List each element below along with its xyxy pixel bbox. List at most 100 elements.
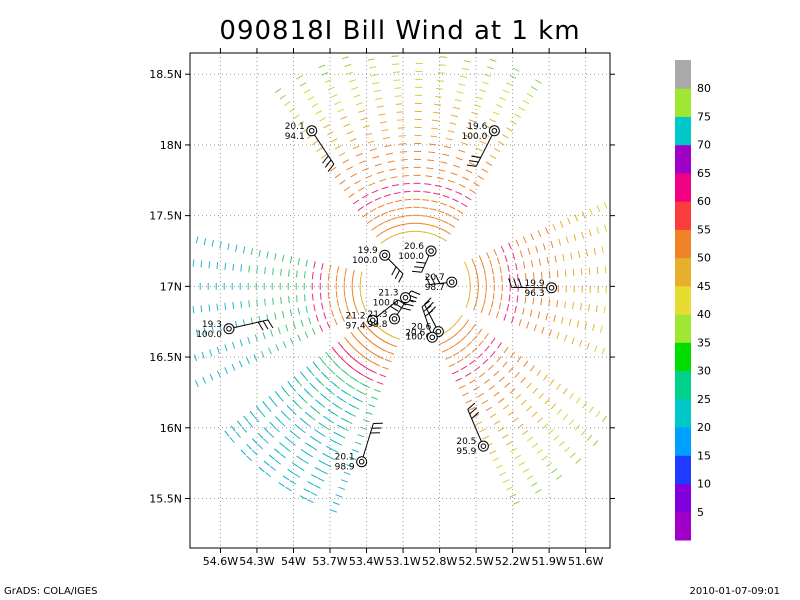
colorbar-label: 10 <box>697 478 711 491</box>
wind-vector <box>462 392 469 397</box>
wind-vector <box>392 184 400 187</box>
wind-vector <box>519 250 523 258</box>
colorbar-segment <box>675 511 691 541</box>
colorbar-label: 25 <box>697 393 711 406</box>
wind-vector <box>365 411 373 415</box>
wind-vector <box>518 461 526 467</box>
wind-vector <box>458 149 466 153</box>
wind-vector <box>307 499 314 504</box>
wind-vector <box>263 460 270 466</box>
wind-vector <box>319 272 322 280</box>
wind-vector <box>302 459 309 465</box>
wind-vector <box>493 391 500 397</box>
wind-vector <box>315 377 321 384</box>
wind-vector <box>343 275 346 283</box>
wind-vector <box>296 75 303 80</box>
barb-flag <box>393 302 403 309</box>
wind-vector <box>274 448 281 454</box>
wind-vector <box>343 471 351 476</box>
barb-flag <box>424 310 434 317</box>
wind-vector <box>400 159 408 161</box>
wind-vector <box>538 392 544 399</box>
wind-vector <box>334 173 341 179</box>
wind-vector <box>369 66 377 69</box>
wind-vector <box>455 377 463 382</box>
wind-vector <box>250 248 254 256</box>
station-core <box>480 443 487 449</box>
wind-vector <box>454 98 462 102</box>
wind-vector <box>338 152 346 157</box>
wind-vector <box>491 267 494 275</box>
station-core <box>391 316 398 322</box>
wind-vector <box>254 416 260 423</box>
wind-vector <box>478 255 483 263</box>
wind-vector <box>509 493 517 498</box>
wind-vector <box>508 294 511 302</box>
wind-vector <box>362 167 370 172</box>
wind-vector <box>378 113 386 116</box>
wind-vector <box>242 246 246 254</box>
wind-vector <box>464 319 470 326</box>
wind-vector <box>500 293 503 301</box>
wind-vector <box>299 417 306 424</box>
wind-vector <box>540 298 543 306</box>
wind-vector <box>341 315 345 322</box>
wind-vector <box>374 163 382 167</box>
wind-vector <box>289 479 297 485</box>
wind-vector <box>553 315 556 323</box>
wind-vector <box>444 338 451 343</box>
x-tick-label: 53.7W <box>312 555 347 568</box>
wind-vector <box>274 426 280 433</box>
wind-vector <box>253 354 258 361</box>
wind-vector <box>484 73 492 78</box>
wind-vector <box>313 304 316 312</box>
wind-vector <box>344 410 352 415</box>
station-label-1: 20.6 <box>411 323 431 333</box>
wind-vector <box>530 482 538 487</box>
wind-vector <box>476 96 484 100</box>
y-tick-label: 18N <box>160 139 182 152</box>
barb-flag <box>424 297 432 305</box>
wind-vector <box>502 361 508 368</box>
wind-vector <box>456 91 464 94</box>
wind-vector <box>306 452 313 458</box>
wind-vector <box>492 111 500 116</box>
wind-vector <box>550 241 554 249</box>
wind-vector <box>464 353 471 359</box>
wind-vector <box>542 423 549 429</box>
wind-vector <box>297 334 302 342</box>
wind-vector <box>352 145 360 150</box>
wind-vector <box>367 327 373 333</box>
station-core <box>428 248 434 254</box>
wind-vector <box>363 305 367 313</box>
wind-vector <box>239 339 243 347</box>
wind-vector <box>349 376 357 381</box>
wind-vector <box>252 438 258 445</box>
barb-flag <box>257 321 264 331</box>
wind-vector <box>293 114 300 120</box>
wind-vector <box>263 438 269 444</box>
wind-vector <box>527 436 534 442</box>
wind-vector <box>326 321 331 329</box>
wind-vector <box>420 214 428 217</box>
wind-vector <box>332 501 340 506</box>
wind-vector <box>523 261 526 269</box>
wind-vector <box>592 440 599 447</box>
wind-vector <box>325 445 333 451</box>
wind-vector <box>386 201 394 205</box>
wind-vector <box>517 273 519 281</box>
wind-vector <box>386 332 393 338</box>
wind-vector <box>506 304 510 312</box>
wind-vector <box>588 406 594 413</box>
wind-vector <box>269 465 277 471</box>
station-label-1: 19.9 <box>358 246 378 256</box>
wind-vector <box>336 266 340 274</box>
wind-vector <box>316 147 323 152</box>
wind-vector <box>374 197 382 201</box>
wind-vector <box>499 266 502 274</box>
colorbar-label: 30 <box>697 365 711 378</box>
wind-vector <box>309 435 317 441</box>
wind-vector <box>235 431 241 438</box>
station-ring <box>379 249 391 261</box>
wind-vector <box>498 398 505 404</box>
